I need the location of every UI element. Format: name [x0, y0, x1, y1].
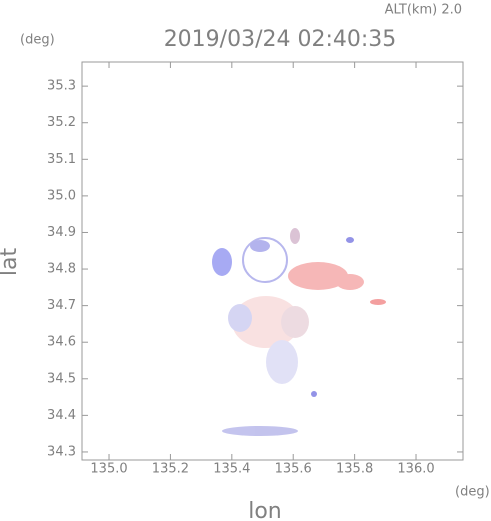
x-tick-label: 135.2: [152, 462, 189, 477]
x-tick-label: 135.0: [90, 462, 127, 477]
y-tick-label: 34.9: [47, 225, 76, 240]
y-tick-label: 35.0: [47, 188, 76, 203]
x-tick-label: 136.0: [397, 462, 434, 477]
y-tick-label: 35.3: [47, 79, 76, 94]
y-axis-label: lat: [0, 248, 22, 277]
x-unit: (deg): [455, 485, 490, 500]
y-tick-label: 34.7: [47, 298, 76, 313]
altitude-label: ALT(km) 2.0: [385, 3, 462, 18]
x-tick-label: 135.6: [275, 462, 312, 477]
chart-title: 2019/03/24 02:40:35: [164, 27, 397, 52]
y-tick-label: 35.1: [47, 152, 76, 167]
x-axis-label: lon: [248, 499, 282, 521]
y-unit: (deg): [20, 33, 55, 48]
y-tick-label: 35.2: [47, 115, 76, 130]
y-tick-label: 34.4: [47, 408, 76, 423]
y-tick-label: 34.3: [47, 444, 76, 459]
y-tick-label: 34.6: [47, 335, 76, 350]
x-tick-label: 135.8: [336, 462, 373, 477]
x-tick-label: 135.4: [213, 462, 250, 477]
radar-echoes: [212, 228, 386, 436]
y-tick-label: 34.5: [47, 371, 76, 386]
y-tick-label: 34.8: [47, 262, 76, 277]
plot-frame: [81, 61, 464, 461]
